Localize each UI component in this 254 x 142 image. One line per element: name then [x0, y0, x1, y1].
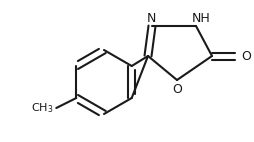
Text: NH: NH: [192, 12, 210, 25]
Text: O: O: [241, 50, 251, 62]
Text: O: O: [172, 83, 182, 96]
Text: N: N: [146, 12, 156, 25]
Text: CH$_3$: CH$_3$: [31, 101, 54, 115]
